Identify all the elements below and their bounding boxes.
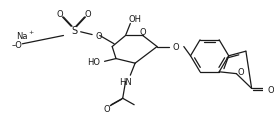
Text: O: O <box>173 43 179 52</box>
Text: O: O <box>103 104 110 113</box>
Text: OH: OH <box>129 15 142 24</box>
Text: S: S <box>71 26 77 36</box>
Text: O: O <box>238 68 244 77</box>
Text: O: O <box>267 85 274 94</box>
Text: O: O <box>85 10 92 19</box>
Text: HN: HN <box>119 77 132 86</box>
Text: Na: Na <box>16 32 27 41</box>
Text: +: + <box>28 30 33 35</box>
Text: O: O <box>96 32 102 41</box>
Text: O: O <box>139 28 146 37</box>
Text: HO: HO <box>87 57 101 66</box>
Text: –O: –O <box>12 41 23 50</box>
Text: O: O <box>56 10 63 19</box>
